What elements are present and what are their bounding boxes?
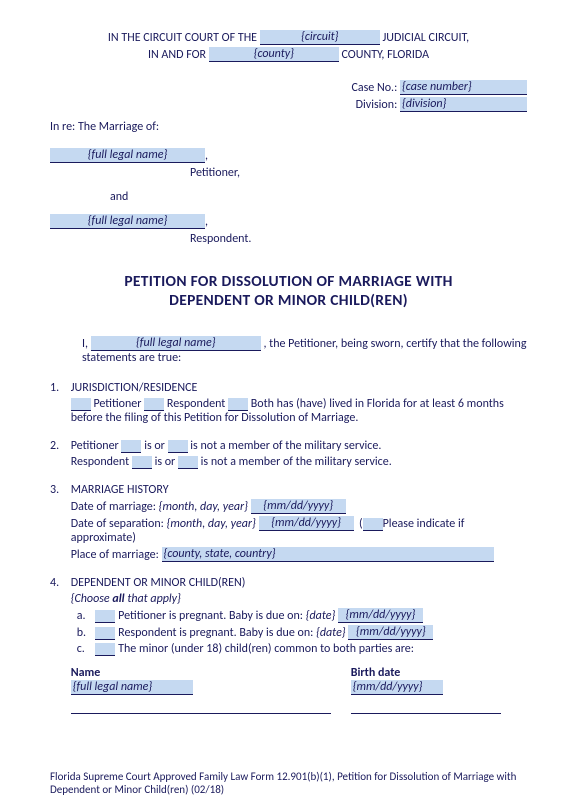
parties-block: {full legal name}, Petitioner, and {full… [50,148,527,246]
checkbox-pet-is[interactable] [121,440,141,453]
num-2: 2. [50,439,68,453]
s4-a-text: Petitioner is pregnant. Baby is due on: [118,609,303,623]
footer-line1: Florida Supreme Court Approved Family La… [50,770,527,783]
s4-a-datelbl: {date} [306,609,336,623]
s2-isor: is or [144,439,165,453]
circuit-field[interactable]: {circuit} [260,30,380,45]
child-table-row: {full legal name} {mm/dd/yyyy} [71,680,511,695]
birth-header: Birth date [351,666,401,680]
child-birth-field[interactable]: {mm/dd/yyyy} [351,680,443,695]
s4-c: c. [77,642,93,656]
s2-isor2: is or [155,455,176,469]
s3-dos: Date of separation: [71,517,164,531]
checkbox-petitioner[interactable] [71,398,91,411]
s3-pom: Place of marriage: [71,548,159,562]
county-field[interactable]: {county} [209,47,339,62]
intro-pre: I, [82,337,88,351]
court-header-line1: IN THE CIRCUIT COURT OF THE {circuit} JU… [50,30,527,45]
s1-resp: Respondent [167,397,225,411]
checkbox-pet-isnot[interactable] [168,440,188,453]
caseno-field[interactable]: {case number} [400,80,527,95]
form-title: PETITION FOR DISSOLUTION OF MARRIAGE WIT… [50,272,527,310]
s3-mdy2: {month, day, year} [167,517,256,531]
s2-pet: Petitioner [71,439,119,453]
s2-notmember: is not a member of the military service. [190,439,381,453]
checkbox-4c[interactable] [95,643,115,656]
section-3: 3. MARRIAGE HISTORY Date of marriage: {m… [50,483,527,562]
petitioner-role: Petitioner, [190,166,527,180]
checkbox-resp-is[interactable] [132,456,152,469]
s2-resp: Respondent [71,455,129,469]
baby-due-b-field[interactable]: {mm/dd/yyyy} [348,625,433,640]
child-table-row-blank [71,695,511,714]
division-label: Division: [356,98,398,112]
respondent-role: Respondent. [190,232,527,246]
section-1: 1. JURISDICTION/RESIDENCE Petitioner Res… [50,381,527,425]
footer-line2: Dependent or Minor Child(ren) (02/18) [50,783,527,796]
blank-birth-line[interactable] [351,699,501,714]
s4-b-datelbl: {date} [316,626,346,640]
section-2: 2. Petitioner is or is not a member of t… [50,439,527,469]
marriage-place-field[interactable]: {county, state, country} [162,547,494,562]
s3-head: MARRIAGE HISTORY [71,483,169,497]
num-1: 1. [50,381,68,395]
case-block: Case No.: {case number} Division: {divis… [50,80,527,112]
checkbox-respondent[interactable] [144,398,164,411]
s4-b: b. [77,626,93,640]
title-line2: DEPENDENT OR MINOR CHILD(REN) [50,291,527,310]
petitioner-name-field[interactable]: {full legal name} [50,148,205,163]
s2-notmember2: is not a member of the military service. [201,455,392,469]
s3-dom: Date of marriage: [71,500,156,514]
page-container: IN THE CIRCUIT COURT OF THE {circuit} JU… [0,0,567,748]
separation-date-field[interactable]: {mm/dd/yyyy} [259,516,354,531]
comma: , [205,215,208,229]
choose-post: that apply} [125,592,181,606]
name-header: Name [71,666,351,680]
comma: , [205,149,208,163]
child-name-field[interactable]: {full legal name} [71,680,193,695]
court-header-line2: IN AND FOR {county} COUNTY, FLORIDA [50,47,527,62]
header-text: IN THE CIRCUIT COURT OF THE [108,31,257,45]
checkbox-4b[interactable] [95,627,115,640]
baby-due-a-field[interactable]: {mm/dd/yyyy} [338,608,423,623]
footer: Florida Supreme Court Approved Family La… [0,770,567,806]
s4-b-text: Respondent is pregnant. Baby is due on: [118,626,313,640]
caseno-label: Case No.: [351,81,397,95]
child-table-header: Name Birth date [71,666,511,680]
section-4: 4. DEPENDENT OR MINOR CHILD(REN) {Choose… [50,576,527,714]
division-field[interactable]: {division} [400,97,527,112]
respondent-name-field[interactable]: {full legal name} [50,214,205,229]
intro-name-field[interactable]: {full legal name} [91,336,261,351]
s4-a: a. [77,609,93,623]
s3-mdy1: {month, day, year} [159,500,248,514]
num-4: 4. [50,576,68,590]
checkbox-resp-isnot[interactable] [178,456,198,469]
header-text: COUNTY, FLORIDA [342,48,430,62]
choose-all: all [112,592,124,606]
in-re-label: In re: The Marriage of: [50,120,527,134]
and-label: and [110,190,527,204]
s1-pet: Petitioner [93,397,141,411]
choose-pre: {Choose [71,592,113,606]
checkbox-both[interactable] [228,398,248,411]
s4-c-text: The minor (under 18) child(ren) common t… [118,642,414,656]
title-line1: PETITION FOR DISSOLUTION OF MARRIAGE WIT… [50,272,527,291]
checkbox-approx[interactable] [363,518,383,531]
num-3: 3. [50,483,68,497]
checkbox-4a[interactable] [95,610,115,623]
marriage-date-field[interactable]: {mm/dd/yyyy} [251,499,346,514]
s4-head: DEPENDENT OR MINOR CHILD(REN) [71,576,246,590]
s1-head: JURISDICTION/RESIDENCE [71,381,198,395]
blank-name-line[interactable] [71,699,331,714]
header-text: IN AND FOR [148,48,206,62]
header-text: JUDICIAL CIRCUIT, [382,31,469,45]
intro-statement: I, {full legal name} , the Petitioner, b… [82,336,527,365]
